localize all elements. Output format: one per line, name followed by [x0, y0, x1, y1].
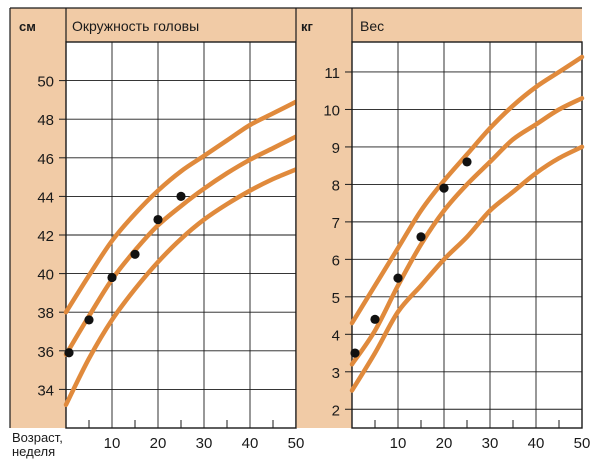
weight-percentile-curves — [349, 54, 585, 393]
head-x-tick-label: 10 — [104, 435, 121, 452]
weight-curve-upper — [349, 54, 585, 326]
weight-data-point — [416, 232, 426, 242]
x-axis-caption-line2: неделя — [12, 444, 55, 459]
weight-data-point — [439, 183, 449, 193]
head-y-tick-label: 36 — [37, 344, 54, 361]
weight-measurement-points — [350, 157, 472, 358]
weight-data-point — [393, 273, 403, 283]
weight-unit-label: кг — [301, 19, 314, 34]
weight-y-tick-label: 5 — [332, 290, 340, 307]
head-y-tick-label: 42 — [37, 228, 54, 245]
head-unit-label: см — [19, 19, 36, 34]
weight-y-tick-label: 2 — [332, 402, 340, 419]
weight-x-tick-label: 10 — [390, 435, 407, 452]
head-curve-middle — [63, 134, 299, 357]
head-y-tick-label: 46 — [37, 151, 54, 168]
head-y-tick-label: 44 — [37, 189, 54, 206]
weight-y-tick-label: 7 — [332, 215, 340, 232]
weight-x-tick-label: 30 — [482, 435, 499, 452]
head-circumference-panel: см Окружность головы 343638404244464850 … — [9, 7, 305, 452]
head-curve-lower — [63, 167, 299, 408]
head-y-axis-band — [10, 8, 66, 428]
head-header-bar — [66, 8, 296, 42]
head-y-tick-label: 38 — [37, 305, 54, 322]
head-curve-upper — [63, 99, 299, 315]
weight-y-tick-label: 6 — [332, 252, 340, 269]
head-x-tick-label: 40 — [242, 435, 259, 452]
weight-x-tick-label: 50 — [574, 435, 591, 452]
weight-y-axis-band — [296, 8, 352, 428]
head-x-tick-label: 50 — [288, 435, 305, 452]
head-y-tick-label: 50 — [37, 74, 54, 91]
head-y-tick-label: 34 — [37, 382, 54, 399]
weight-x-tick-labels: 10 20 30 40 50 — [390, 435, 591, 452]
head-percentile-curves — [63, 99, 299, 408]
weight-y-tick-label: 11 — [324, 65, 340, 82]
weight-y-tick-labels: 2 3 4 5 6 7 8 9 10 11 — [323, 65, 340, 419]
weight-header-bar — [352, 8, 582, 42]
x-axis-caption-line1: Возраст, — [12, 430, 63, 445]
head-data-point — [107, 272, 117, 283]
head-chart-title: Окружность головы — [72, 18, 199, 34]
weight-x-tick-label: 20 — [436, 435, 453, 452]
head-measurement-points — [64, 191, 186, 358]
weight-y-tick-label: 3 — [332, 365, 340, 382]
weight-y-tick-label: 8 — [332, 177, 340, 194]
head-y-tick-label: 48 — [37, 112, 54, 129]
weight-x-tick-label: 40 — [528, 435, 545, 452]
head-x-tick-labels: 10 20 30 40 50 — [104, 435, 305, 452]
weight-chart-title: Вес — [360, 18, 384, 34]
head-y-tick-label: 40 — [37, 267, 54, 284]
weight-curve-lower — [349, 144, 585, 393]
head-data-point — [130, 249, 140, 259]
weight-curve-middle — [349, 95, 585, 367]
weight-y-tick-label: 4 — [332, 327, 340, 344]
weight-data-point — [350, 348, 360, 358]
head-data-point — [84, 315, 94, 325]
head-x-tick-label: 20 — [150, 435, 167, 452]
head-x-tick-label: 30 — [196, 435, 213, 452]
weight-panel: кг Вес 2 3 4 5 6 7 8 9 10 11 10 20 30 40 50 — [295, 7, 591, 452]
head-data-point — [176, 191, 186, 201]
head-data-point — [64, 348, 74, 358]
weight-y-tick-label: 9 — [332, 140, 340, 157]
weight-data-point — [370, 314, 380, 324]
weight-y-tick-label: 10 — [323, 102, 340, 119]
head-data-point — [153, 214, 163, 225]
weight-data-point — [462, 157, 472, 167]
head-y-tick-labels: 34 36 38 40 42 44 46 48 50 — [37, 74, 54, 400]
